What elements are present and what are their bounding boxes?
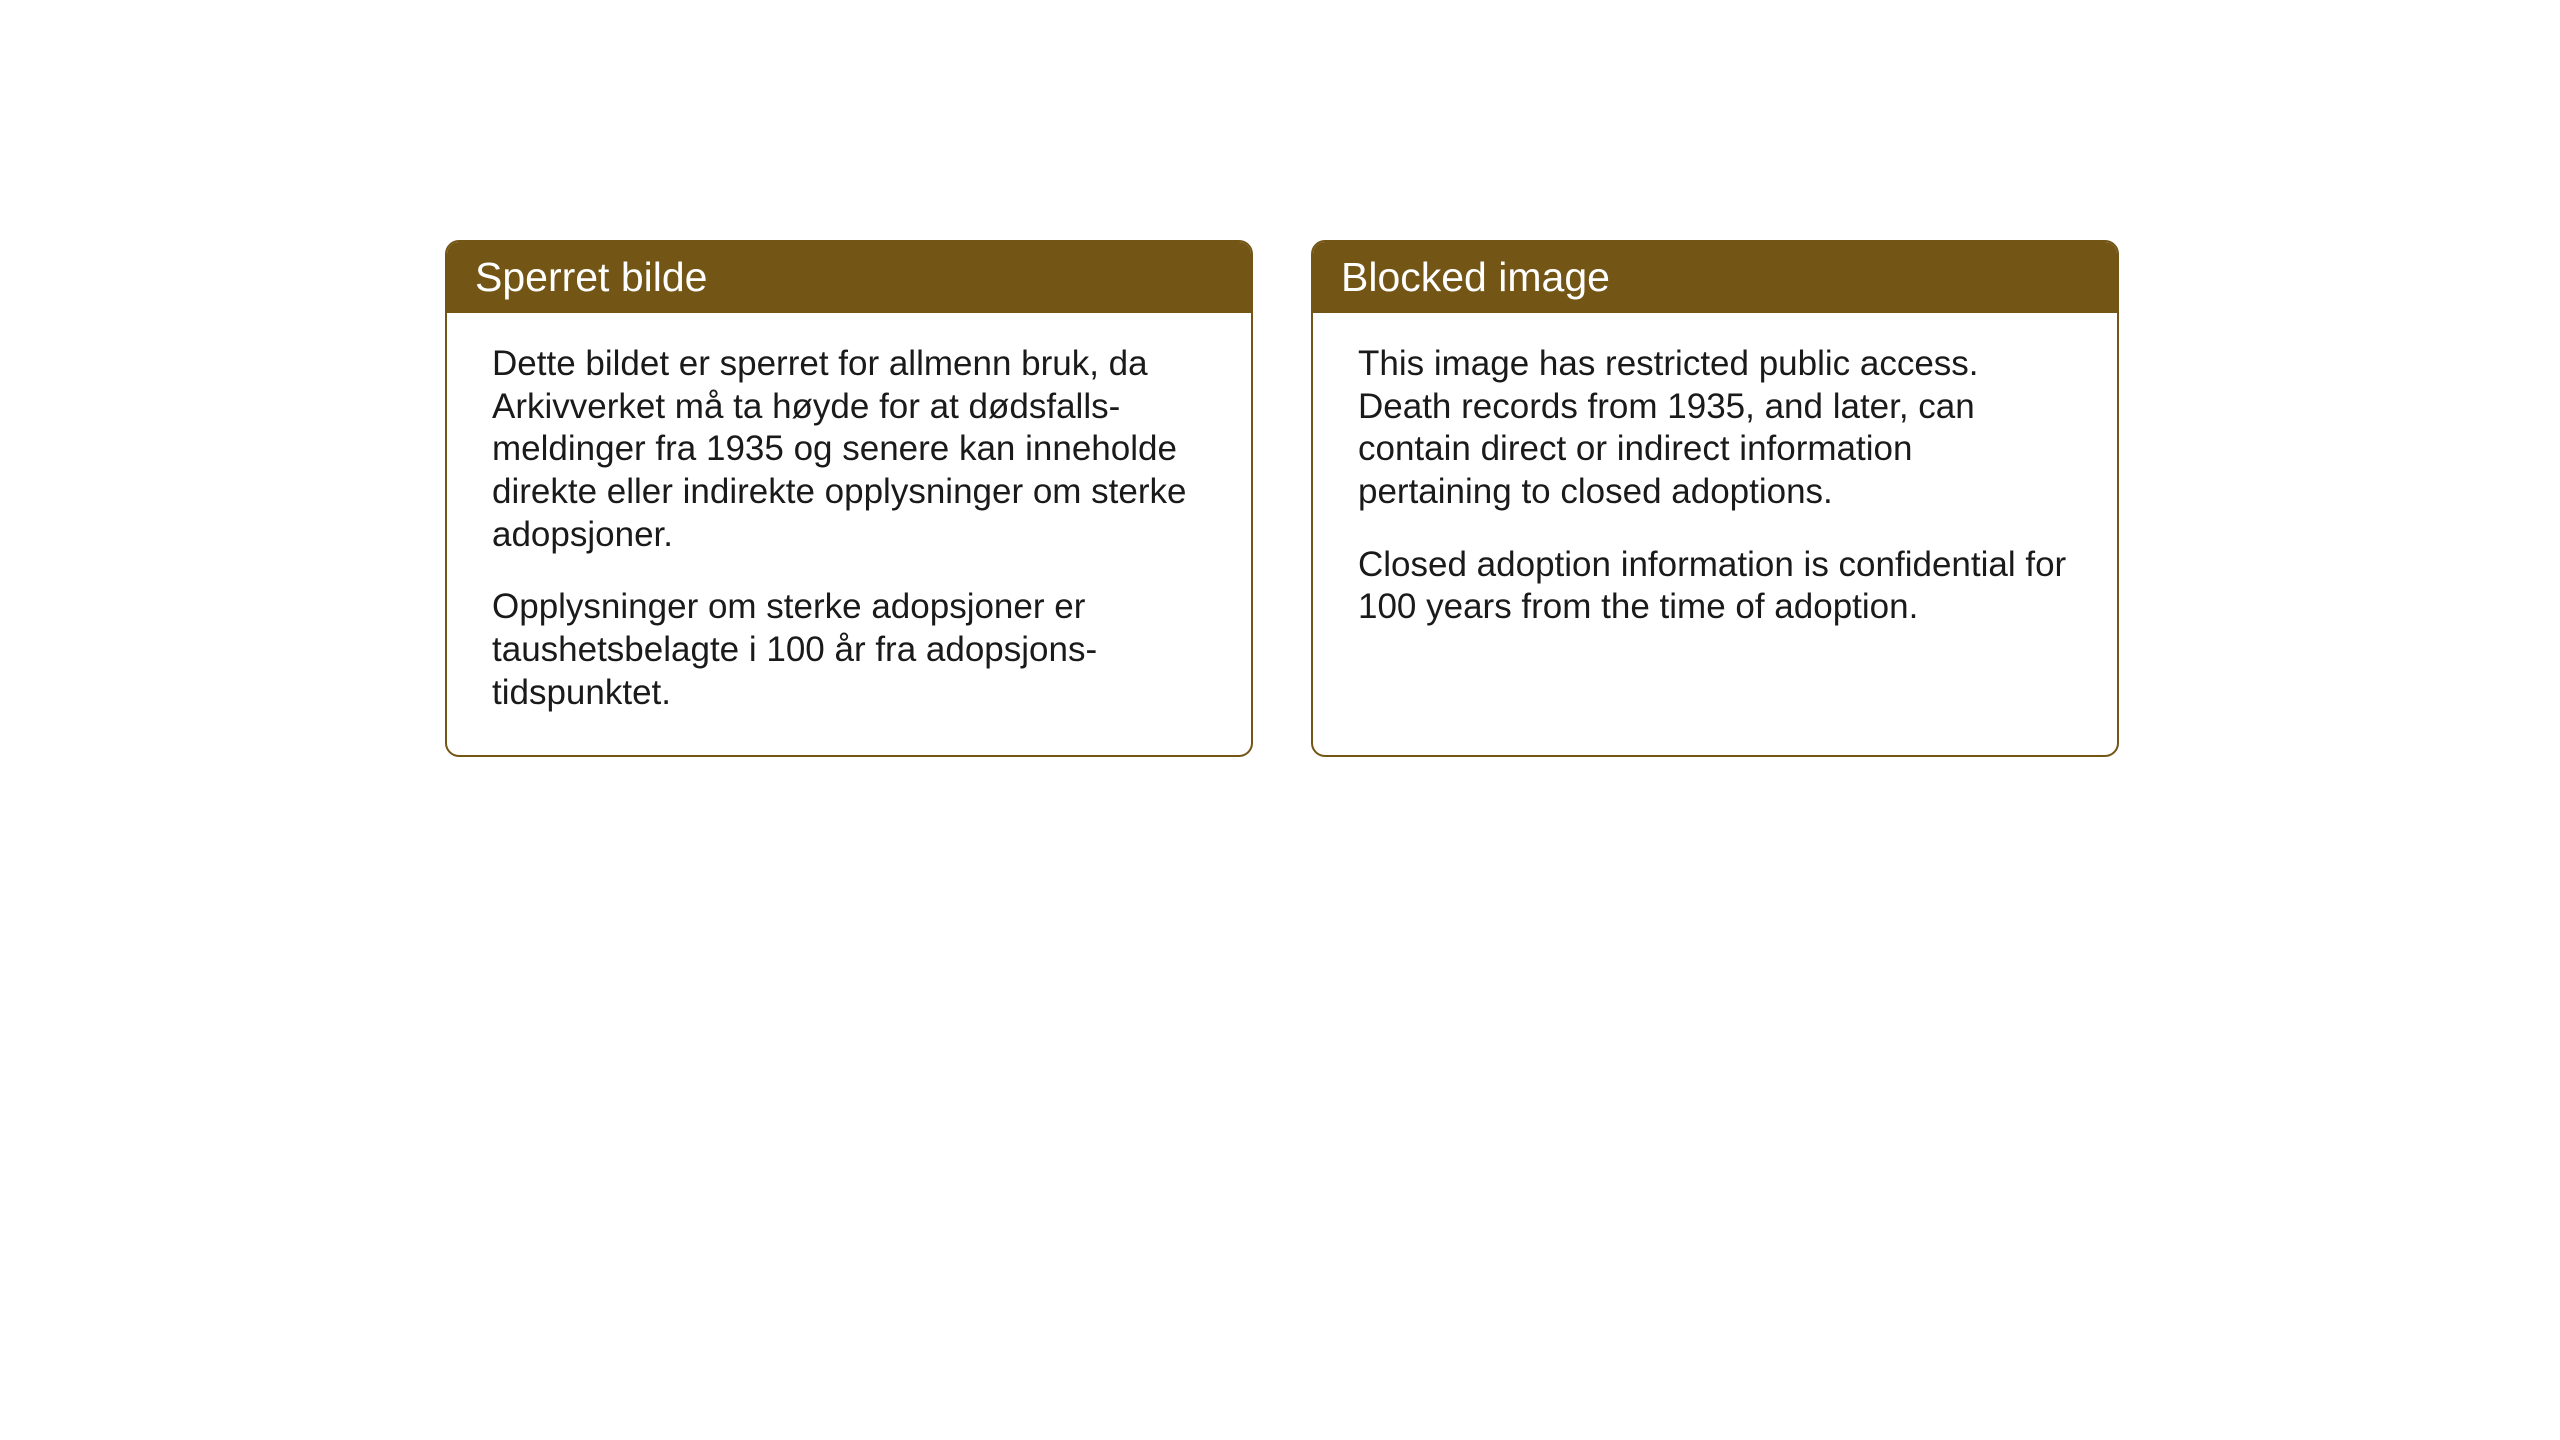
card-paragraph-2-norwegian: Opplysninger om sterke adopsjoner er tau… xyxy=(492,586,1206,714)
card-body-english: This image has restricted public access.… xyxy=(1313,313,2117,669)
card-title-norwegian: Sperret bilde xyxy=(475,254,707,300)
blocked-image-card-norwegian: Sperret bilde Dette bildet er sperret fo… xyxy=(445,240,1253,757)
notice-container: Sperret bilde Dette bildet er sperret fo… xyxy=(445,240,2119,757)
card-header-norwegian: Sperret bilde xyxy=(447,242,1251,313)
card-header-english: Blocked image xyxy=(1313,242,2117,313)
card-paragraph-1-english: This image has restricted public access.… xyxy=(1358,343,2072,514)
blocked-image-card-english: Blocked image This image has restricted … xyxy=(1311,240,2119,757)
card-title-english: Blocked image xyxy=(1341,254,1610,300)
card-body-norwegian: Dette bildet er sperret for allmenn bruk… xyxy=(447,313,1251,755)
card-paragraph-2-english: Closed adoption information is confident… xyxy=(1358,544,2072,629)
card-paragraph-1-norwegian: Dette bildet er sperret for allmenn bruk… xyxy=(492,343,1206,556)
